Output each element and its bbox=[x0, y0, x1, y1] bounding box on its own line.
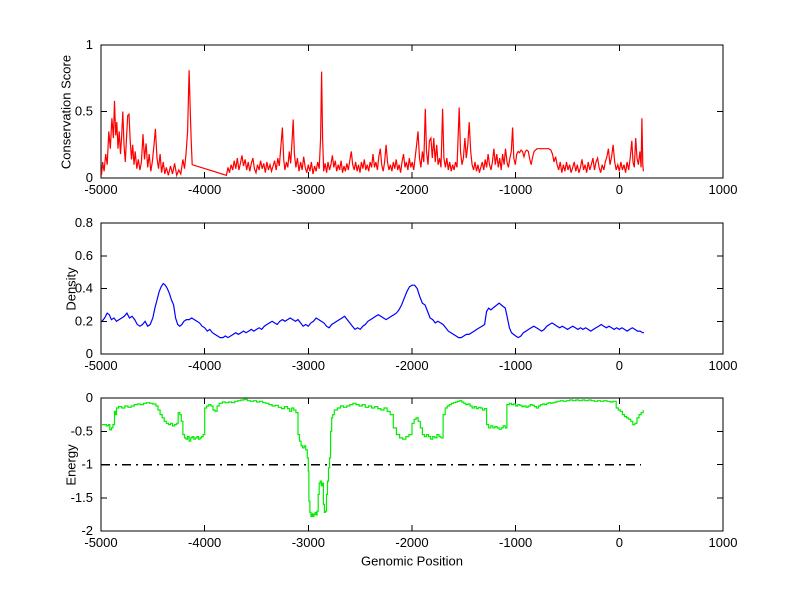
y-tick-label: -1.5 bbox=[71, 490, 93, 505]
y-tick-label: 0 bbox=[86, 170, 93, 185]
y-tick-label: 0.5 bbox=[75, 104, 93, 119]
y-axis-label-density: Density bbox=[63, 267, 79, 311]
x-tick-label: -4000 bbox=[188, 182, 221, 197]
x-tick-label: -3000 bbox=[292, 182, 325, 197]
x-axis-label-genomic-position: Genomic Position bbox=[361, 553, 463, 569]
x-tick-label: -1000 bbox=[499, 535, 532, 550]
y-tick-label: 0.2 bbox=[75, 313, 93, 328]
y-tick-label: -0.5 bbox=[71, 423, 93, 438]
x-tick-label: -1000 bbox=[499, 358, 532, 373]
y-tick-label: 0 bbox=[86, 346, 93, 361]
x-tick-label: 1000 bbox=[709, 535, 738, 550]
series-line-conservation-score bbox=[100, 70, 644, 178]
x-tick-label: -2000 bbox=[395, 358, 428, 373]
y-axis-label-conservation-score: Conservation Score bbox=[58, 54, 74, 170]
x-tick-label: 0 bbox=[616, 535, 623, 550]
series-line-energy bbox=[102, 398, 644, 517]
x-tick-label: -5000 bbox=[84, 535, 117, 550]
x-tick-label: -2000 bbox=[395, 182, 428, 197]
x-tick-label: 1000 bbox=[709, 182, 738, 197]
y-tick-label: -2 bbox=[81, 523, 93, 538]
x-tick-label: 0 bbox=[616, 182, 623, 197]
x-tick-label: -5000 bbox=[84, 182, 117, 197]
x-tick-label: 1000 bbox=[709, 358, 738, 373]
y-tick-label: 0.8 bbox=[75, 215, 93, 230]
x-tick-label: -2000 bbox=[395, 535, 428, 550]
x-tick-label: -4000 bbox=[188, 358, 221, 373]
x-tick-label: -3000 bbox=[292, 358, 325, 373]
y-tick-label: 0 bbox=[86, 390, 93, 405]
y-tick-label: 0.6 bbox=[75, 248, 93, 263]
y-tick-label: 1 bbox=[86, 37, 93, 52]
x-tick-label: -3000 bbox=[292, 535, 325, 550]
y-axis-label-energy: Energy bbox=[63, 444, 79, 486]
x-tick-label: -5000 bbox=[84, 358, 117, 373]
x-tick-label: 0 bbox=[616, 358, 623, 373]
y-tick-label: -1 bbox=[81, 457, 93, 472]
series-line-density bbox=[101, 282, 644, 339]
x-tick-label: -4000 bbox=[188, 535, 221, 550]
axes-box-1 bbox=[100, 222, 724, 355]
y-tick-label: 0.4 bbox=[75, 281, 93, 296]
x-tick-label: -1000 bbox=[499, 182, 532, 197]
